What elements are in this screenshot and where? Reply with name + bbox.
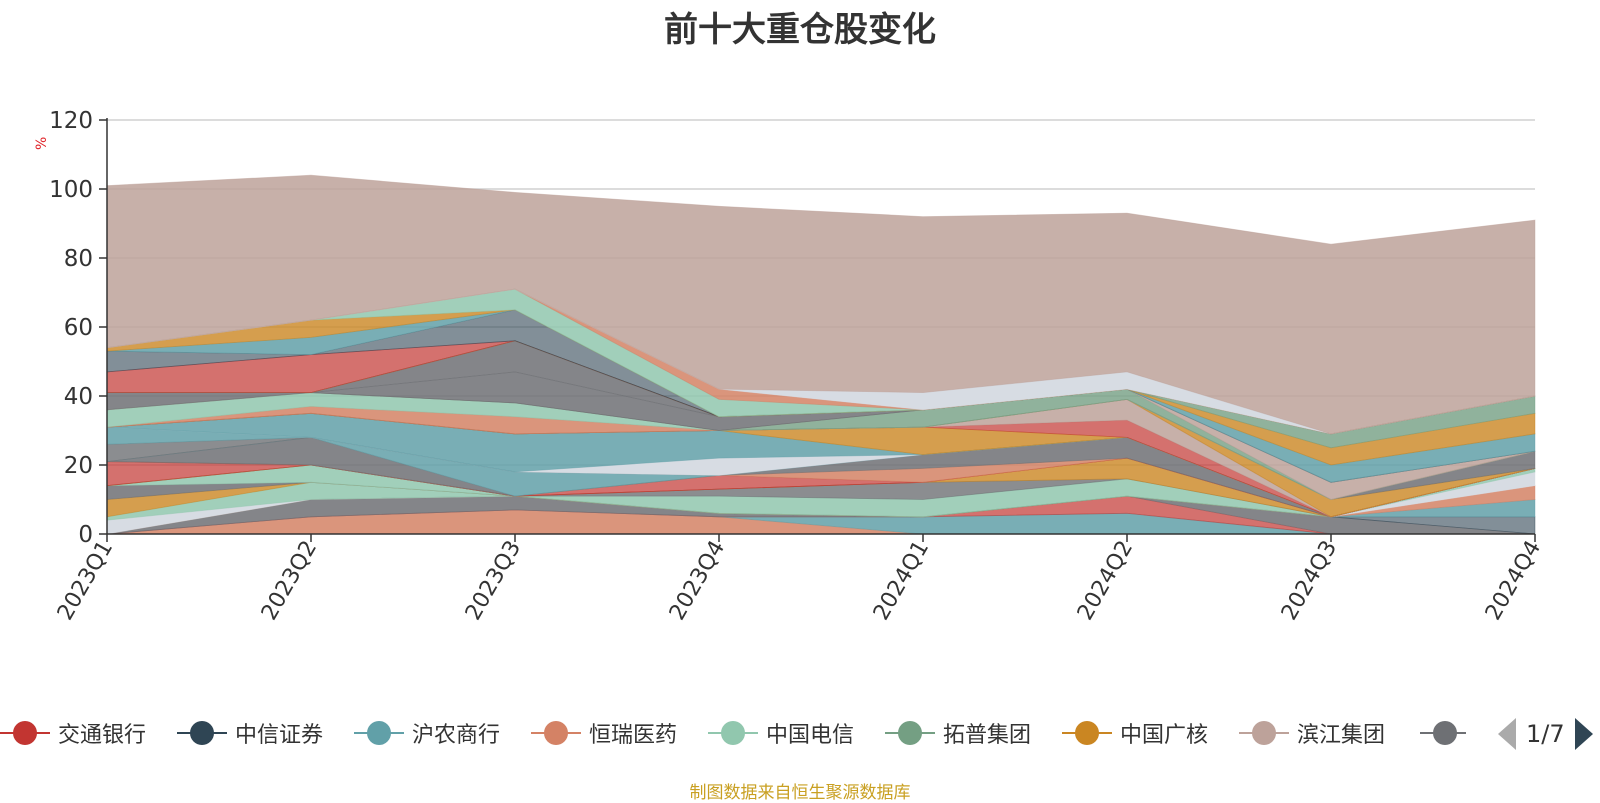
legend-pager: 1/7 xyxy=(1498,718,1593,750)
pager-prev-icon[interactable] xyxy=(1498,718,1516,750)
legend-item-4[interactable]: 中国电信 xyxy=(708,716,854,750)
legend: 交通银行 中信证券 沪农商行 恒瑞医药 中国电信 拓普集团 中国广核 滨江集团 xyxy=(0,716,1600,750)
legend-item-2[interactable]: 沪农商行 xyxy=(354,716,500,750)
legend-item-5[interactable]: 拓普集团 xyxy=(885,716,1031,750)
legend-item-3[interactable]: 恒瑞医药 xyxy=(531,716,677,750)
legend-item-8[interactable] xyxy=(1420,716,1466,750)
legend-overflow-clip xyxy=(1400,716,1466,750)
legend-marker-icon xyxy=(1062,720,1112,746)
chart-title: 前十大重仓股变化 xyxy=(664,10,936,50)
legend-marker-icon xyxy=(708,720,758,746)
x-tick-label-5: 2024Q2 xyxy=(1073,537,1138,625)
y-tick-label-3: 60 xyxy=(64,315,93,341)
legend-label: 拓普集团 xyxy=(943,723,1032,748)
legend-label: 恒瑞医药 xyxy=(589,723,678,748)
stacked-area-chart: 0 20 40 60 80 100 120 2023Q1 2023Q2 2023Q3 2023Q4 2… xyxy=(49,108,1546,625)
y-tick-label-6: 120 xyxy=(49,108,93,134)
x-tick-label-2: 2023Q3 xyxy=(461,537,526,625)
y-tick-label-4: 80 xyxy=(64,246,93,272)
legend-label: 中信证券 xyxy=(235,723,324,748)
legend-marker-icon xyxy=(1239,720,1289,746)
legend-label: 沪农商行 xyxy=(412,723,501,748)
legend-marker-icon xyxy=(885,720,935,746)
legend-label: 中国广核 xyxy=(1120,723,1209,748)
legend-marker-icon xyxy=(177,720,227,746)
y-tick-label-0: 0 xyxy=(78,522,93,548)
legend-item-1[interactable]: 中信证券 xyxy=(177,716,323,750)
legend-label: 中国电信 xyxy=(766,723,855,748)
x-tick-label-1: 2023Q2 xyxy=(257,537,322,625)
legend-label: 交通银行 xyxy=(58,723,147,748)
legend-marker-icon xyxy=(354,720,404,746)
area-series-45 xyxy=(106,174,1536,435)
legend-item-7[interactable]: 滨江集团 xyxy=(1239,716,1385,750)
area-layer xyxy=(106,174,1536,535)
y-tick-label-1: 20 xyxy=(64,453,93,479)
x-tick-label-4: 2024Q1 xyxy=(869,537,934,625)
x-tick-label-6: 2024Q3 xyxy=(1277,537,1342,625)
pager-text: 1/7 xyxy=(1526,720,1565,748)
legend-item-6[interactable]: 中国广核 xyxy=(1062,716,1208,750)
x-tick-label-3: 2023Q4 xyxy=(665,537,730,625)
legend-label: 滨江集团 xyxy=(1297,723,1386,748)
legend-marker-icon xyxy=(0,720,50,746)
x-tick-label-7: 2024Q4 xyxy=(1481,537,1546,625)
legend-item-0[interactable]: 交通银行 xyxy=(0,716,146,750)
legend-marker-icon xyxy=(531,720,581,746)
x-tick-label-0: 2023Q1 xyxy=(53,537,118,625)
source-footer: 制图数据来自恒生聚源数据库 xyxy=(689,783,911,803)
legend-marker-icon xyxy=(1420,720,1466,746)
y-tick-label-2: 40 xyxy=(64,384,93,410)
y-tick-label-5: 100 xyxy=(49,177,93,203)
pager-next-icon[interactable] xyxy=(1574,718,1593,750)
